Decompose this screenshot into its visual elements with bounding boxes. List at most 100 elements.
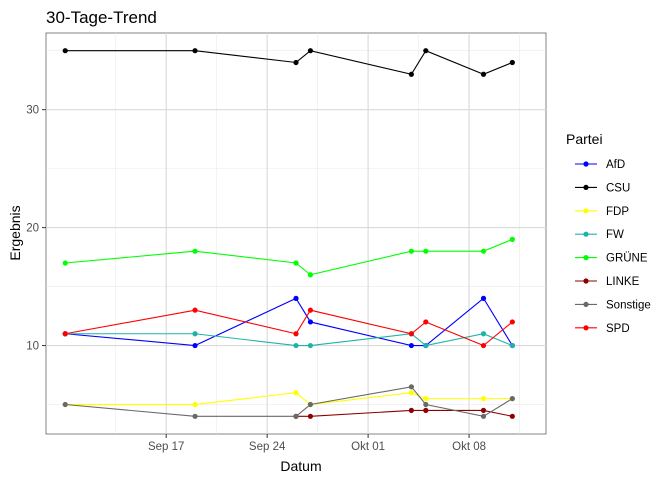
y-axis-ticks: 10 20 30 <box>26 105 46 353</box>
x-tick-label: Sep 24 <box>249 441 286 453</box>
x-axis-title: Datum <box>280 458 321 474</box>
data-point-fw <box>509 342 515 349</box>
legend-key-point <box>583 208 589 214</box>
legend-item-fdp: FDP <box>575 206 629 218</box>
legend-item-fw: FW <box>575 229 624 241</box>
data-point-sonstige <box>307 401 314 408</box>
legend-key-point <box>583 301 589 307</box>
data-point-csu <box>509 59 515 66</box>
data-point-spd <box>509 319 515 325</box>
legend-key-point <box>583 231 589 237</box>
grid <box>46 33 546 434</box>
chart-title: 30-Tage-Trend <box>46 8 157 27</box>
data-point-grüne <box>423 248 429 254</box>
legend-label: CSU <box>606 182 630 194</box>
data-point-grüne <box>293 260 299 266</box>
legend-key-point <box>583 184 589 190</box>
series-line-fdp <box>65 392 513 406</box>
data-point-fdp <box>480 396 487 402</box>
data-point-grüne <box>408 248 414 254</box>
data-point-grüne <box>192 248 198 254</box>
data-point-spd <box>293 331 299 337</box>
x-tick-label: Okt 08 <box>452 441 486 453</box>
legend-item-spd: SPD <box>575 323 630 335</box>
data-point-linke <box>509 413 515 419</box>
data-point-fw <box>480 331 487 337</box>
data-point-spd <box>480 342 487 349</box>
data-point-csu <box>423 48 429 54</box>
series-points <box>62 48 515 419</box>
series-line-csu <box>65 50 513 75</box>
legend-label: Sonstige <box>606 299 651 311</box>
data-point-sonstige <box>192 413 198 419</box>
legend-item-linke: LINKE <box>575 276 640 288</box>
data-point-grüne <box>480 248 487 254</box>
legend-label: FDP <box>606 206 629 218</box>
data-point-linke <box>307 413 314 419</box>
data-point-grüne <box>509 236 515 242</box>
data-point-csu <box>480 71 487 77</box>
legend: Partei AfD CSU FDP FW GRÜNE LINKE Sonstige SPD <box>566 131 651 335</box>
data-point-linke <box>408 407 414 414</box>
legend-label: GRÜNE <box>606 253 648 265</box>
data-point-fdp <box>408 390 414 396</box>
data-point-afd <box>307 319 314 325</box>
series-line-grüne <box>65 238 513 276</box>
y-tick-label: 10 <box>26 341 39 353</box>
data-point-fdp <box>293 390 299 396</box>
legend-key-point <box>583 278 589 284</box>
series-line-fw <box>65 333 513 347</box>
x-tick-label: Okt 01 <box>351 441 385 453</box>
series-line-afd <box>65 297 513 347</box>
legend-key-point <box>583 161 589 167</box>
legend-item-csu: CSU <box>575 182 630 194</box>
y-tick-label: 20 <box>26 223 39 235</box>
legend-key-point <box>583 255 589 261</box>
data-point-csu <box>192 48 198 54</box>
legend-title: Partei <box>566 131 603 147</box>
data-point-csu <box>62 48 68 54</box>
y-tick-label: 30 <box>26 105 39 117</box>
plot-panel <box>45 32 547 435</box>
data-point-sonstige <box>480 413 487 419</box>
data-point-csu <box>408 71 414 77</box>
data-point-sonstige <box>408 384 414 390</box>
legend-label: SPD <box>606 323 630 335</box>
data-point-afd <box>192 342 198 349</box>
data-point-linke <box>423 407 429 414</box>
series-lines <box>65 50 513 417</box>
data-point-fw <box>293 342 299 349</box>
data-point-sonstige <box>62 401 68 408</box>
data-point-csu <box>293 59 299 66</box>
series-line-sonstige <box>65 386 513 417</box>
data-point-fw <box>423 342 429 349</box>
legend-label: AfD <box>606 159 625 171</box>
data-point-spd <box>192 307 198 313</box>
data-point-afd <box>408 342 414 349</box>
data-point-sonstige <box>423 401 429 408</box>
data-point-csu <box>307 48 314 54</box>
data-point-grüne <box>307 272 314 278</box>
data-point-spd <box>307 307 314 313</box>
y-axis-title: Ergebnis <box>7 205 23 260</box>
legend-item-afd: AfD <box>575 159 625 171</box>
data-point-linke <box>480 407 487 414</box>
data-point-grüne <box>62 260 68 266</box>
data-point-spd <box>423 319 429 325</box>
legend-item-sonstige: Sonstige <box>575 299 651 311</box>
data-point-afd <box>480 295 487 301</box>
data-point-sonstige <box>509 396 515 402</box>
data-point-fdp <box>423 396 429 402</box>
legend-label: LINKE <box>606 276 640 288</box>
legend-key-point <box>583 325 589 331</box>
data-point-sonstige <box>293 413 299 419</box>
legend-item-grüne: GRÜNE <box>575 253 648 265</box>
data-point-spd <box>62 331 68 337</box>
x-tick-label: Sep 17 <box>148 441 184 453</box>
data-point-afd <box>293 295 299 301</box>
legend-label: FW <box>606 229 624 241</box>
data-point-fdp <box>192 401 198 408</box>
series-line-spd <box>65 309 513 347</box>
data-point-spd <box>408 331 414 337</box>
